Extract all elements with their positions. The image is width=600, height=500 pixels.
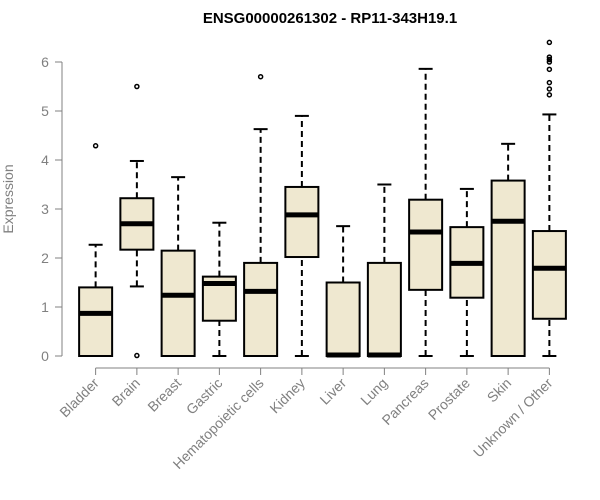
box-hematopoietic-cells — [243, 73, 279, 357]
box-iqr — [490, 179, 526, 357]
box-lung — [366, 183, 402, 358]
outlier-point — [546, 54, 553, 60]
x-tick-label: Kidney — [266, 375, 308, 417]
y-tick-label: 3 — [41, 201, 49, 217]
x-tick-label: Prostate — [425, 375, 473, 423]
box-brain — [119, 83, 155, 359]
box-kidney — [284, 114, 320, 357]
x-tick-label: Skin — [484, 375, 515, 406]
x-tick-label: Bladder — [56, 375, 102, 421]
box-bladder — [78, 143, 114, 357]
box-gastric — [201, 221, 237, 357]
y-tick-label: 2 — [41, 250, 49, 266]
chart-title: ENSG00000261302 - RP11-343H19.1 — [203, 10, 457, 27]
box-liver — [325, 225, 361, 358]
box-iqr — [78, 286, 114, 357]
outlier-point — [92, 143, 99, 149]
outlier-point — [546, 56, 553, 63]
x-tick-label: Brain — [109, 375, 143, 409]
box-skin — [490, 142, 526, 357]
outlier-point — [257, 73, 264, 80]
box-iqr — [160, 249, 196, 357]
box-iqr — [284, 185, 320, 259]
box-iqr — [408, 198, 444, 291]
boxes-group — [78, 39, 567, 359]
x-tick-label: Breast — [144, 375, 184, 415]
outlier-point — [546, 79, 553, 86]
outlier-point — [546, 92, 553, 98]
outlier-point — [134, 352, 140, 359]
box-unknown-other — [531, 39, 567, 357]
x-tick-label: Lung — [357, 375, 390, 408]
y-tick-label: 4 — [41, 152, 49, 168]
y-tick-label: 6 — [41, 54, 49, 70]
box-iqr — [531, 230, 567, 320]
y-tick-label: 5 — [41, 103, 49, 119]
outlier-point — [546, 86, 553, 92]
box-breast — [160, 176, 196, 357]
y-tick-label: 0 — [41, 348, 49, 364]
outlier-point — [546, 66, 553, 73]
y-axis-label: Expression — [0, 164, 16, 233]
y-axis: 0 1 2 3 4 5 6 — [41, 54, 63, 364]
box-iqr — [325, 281, 361, 357]
outlier-point — [546, 59, 553, 65]
y-tick-label: 1 — [41, 299, 49, 315]
box-prostate — [449, 187, 485, 357]
box-iqr — [366, 261, 402, 357]
x-tick-label: Liver — [316, 375, 349, 408]
outlier-point — [134, 83, 140, 90]
box-pancreas — [408, 67, 444, 357]
box-iqr — [243, 261, 279, 357]
outlier-point — [546, 39, 553, 46]
